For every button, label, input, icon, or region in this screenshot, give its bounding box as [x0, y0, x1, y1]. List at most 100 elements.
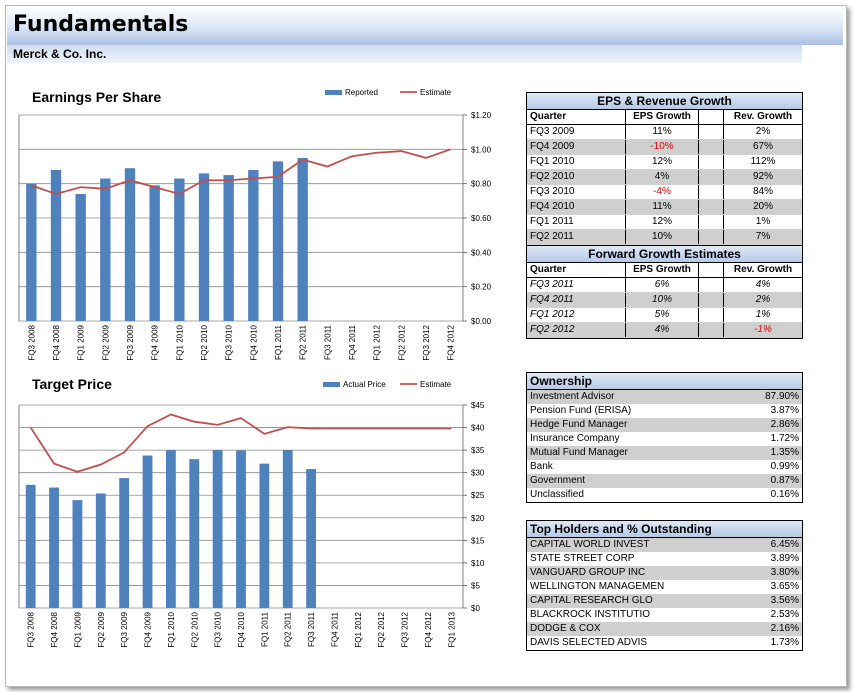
item-name: STATE STREET CORP [530, 553, 635, 564]
x-tick-label: FQ4 2010 [249, 324, 258, 360]
table-row: FQ2 2010 4% 92% [527, 170, 802, 185]
quarter-cell: FQ3 2009 [527, 125, 626, 139]
ownership-table: Ownership Investment Advisor 87.90% Pensio… [526, 372, 803, 503]
x-tick-label: FQ3 2010 [214, 611, 223, 647]
eps-revenue-growth-table: EPS & Revenue Growth Quarter EPS Growth … [526, 92, 803, 339]
eps-growth-cell: 10% [626, 230, 699, 244]
list-item: Government 0.87% [527, 474, 802, 488]
table-row: FQ2 2012 4% -1% [527, 323, 802, 338]
x-tick-label: FQ2 2010 [190, 611, 199, 647]
eps-growth-cell: 11% [626, 125, 699, 139]
growth-title: EPS & Revenue Growth [527, 93, 802, 110]
list-item: Bank 0.99% [527, 460, 802, 474]
rev-growth-cell: 2% [755, 294, 771, 305]
eps-chart: Earnings Per Share $0.00 $0.20 $0.40 $0.60 $0… [18, 88, 492, 361]
y-tick-label: $1.00 [471, 145, 492, 154]
item-name: WELLINGTON MANAGEMEN [530, 581, 665, 592]
bar-5 [149, 185, 160, 321]
x-tick-label: FQ2 2009 [97, 611, 106, 647]
col-rev-growth: Rev. Growth [733, 264, 793, 275]
table-row: FQ4 2010 11% 20% [527, 200, 802, 215]
x-tick-label: FQ1 2013 [447, 611, 456, 647]
chart-title: Earnings Per Share [32, 89, 161, 105]
eps-growth-cell: 5% [626, 308, 699, 322]
eps-growth-cell: 12% [626, 155, 699, 169]
x-tick-label: FQ2 2010 [200, 324, 209, 360]
item-name: CAPITAL RESEARCH GLO [530, 595, 653, 606]
item-name: Hedge Fund Manager [530, 419, 628, 430]
list-item: WELLINGTON MANAGEMEN 3.65% [527, 580, 802, 594]
item-value: 0.16% [770, 489, 799, 500]
x-tick-label: FQ4 2011 [330, 611, 339, 647]
bar-2 [72, 500, 83, 608]
legend-bar-label: Actual Price [343, 380, 386, 389]
item-name: Pension Fund (ERISA) [530, 405, 632, 416]
x-tick-label: FQ2 2012 [377, 611, 386, 647]
col-eps-growth: EPS Growth [626, 263, 699, 277]
estimate-line [29, 413, 452, 473]
bar-10 [259, 463, 270, 608]
bar-4 [124, 168, 136, 321]
y-tick-label: $5 [471, 581, 480, 590]
target-price-chart: Target Price $0 $5 $10 $15 $20 $25 $30 $35 $40 $45… [18, 376, 485, 648]
bar-7 [198, 173, 210, 321]
y-tick-label: $0.60 [471, 214, 492, 223]
bar-9 [248, 169, 259, 321]
bar-3 [95, 493, 106, 608]
item-value: 3.65% [770, 581, 799, 592]
y-tick-label: $0.40 [471, 248, 492, 257]
x-tick-label: FQ1 2012 [354, 611, 363, 647]
col-spacer [699, 263, 724, 277]
list-item: BLACKROCK INSTITUTIO 2.53% [527, 608, 802, 622]
eps-growth-cell: 10% [626, 293, 699, 307]
legend-line-label: Estimate [420, 380, 452, 389]
x-tick-label: FQ4 2011 [348, 324, 357, 360]
item-value: 1.73% [770, 637, 799, 648]
x-tick-label: FQ3 2011 [323, 324, 332, 360]
eps-growth-cell: -10% [626, 140, 699, 154]
quarter-cell: FQ3 2010 [527, 185, 626, 199]
ownership-title: Ownership [527, 373, 802, 390]
x-tick-label: FQ4 2012 [447, 324, 456, 360]
x-tick-label: FQ4 2008 [52, 324, 61, 360]
x-tick-label: FQ1 2010 [175, 324, 184, 360]
quarter-cell: FQ4 2011 [527, 293, 626, 307]
list-item: Insurance Company 1.72% [527, 432, 802, 446]
y-tick-label: $1.20 [471, 111, 492, 120]
list-item: VANGUARD GROUP INC 3.80% [527, 566, 802, 580]
bar-4 [119, 478, 130, 608]
quarter-cell: FQ2 2012 [527, 323, 626, 337]
legend-bar-label: Reported [345, 88, 378, 97]
y-tick-label: $30 [471, 469, 485, 478]
spacer-cell [699, 185, 724, 199]
quarter-cell: FQ3 2011 [527, 278, 626, 292]
rev-growth-cell: 67% [752, 141, 773, 152]
item-value: 3.89% [770, 553, 799, 564]
quarter-cell: FQ2 2011 [527, 230, 626, 244]
list-item: Pension Fund (ERISA) 3.87% [527, 404, 802, 418]
table-row: FQ1 2010 12% 112% [527, 155, 802, 170]
bar-3 [100, 178, 111, 321]
item-value: 6.45% [770, 539, 799, 550]
spacer-cell [699, 200, 724, 214]
spacer-cell [699, 323, 724, 337]
forward-header-row: Quarter EPS Growth Rev. Growth [527, 263, 802, 278]
item-name: DODGE & COX [530, 623, 601, 634]
y-tick-label: $0.20 [471, 283, 492, 292]
eps-growth-cell: 4% [626, 323, 699, 337]
item-name: Insurance Company [530, 433, 620, 444]
table-row: FQ3 2009 11% 2% [527, 125, 802, 140]
x-tick-label: FQ1 2009 [73, 611, 82, 647]
quarter-cell: FQ1 2010 [527, 155, 626, 169]
quarter-cell: FQ1 2012 [527, 308, 626, 322]
col-quarter: Quarter [527, 263, 626, 277]
item-value: 1.72% [770, 433, 799, 444]
x-tick-label: FQ1 2009 [77, 324, 86, 360]
x-tick-label: FQ2 2011 [299, 324, 308, 360]
quarter-cell: FQ4 2009 [527, 140, 626, 154]
holders-title: Top Holders and % Outstanding [527, 521, 802, 538]
table-row: FQ1 2012 5% 1% [527, 308, 802, 323]
x-tick-label: FQ2 2009 [101, 324, 110, 360]
top-holders-table: Top Holders and % Outstanding CAPITAL WO… [526, 520, 803, 651]
company-name: Merck & Co. Inc. [13, 47, 107, 61]
